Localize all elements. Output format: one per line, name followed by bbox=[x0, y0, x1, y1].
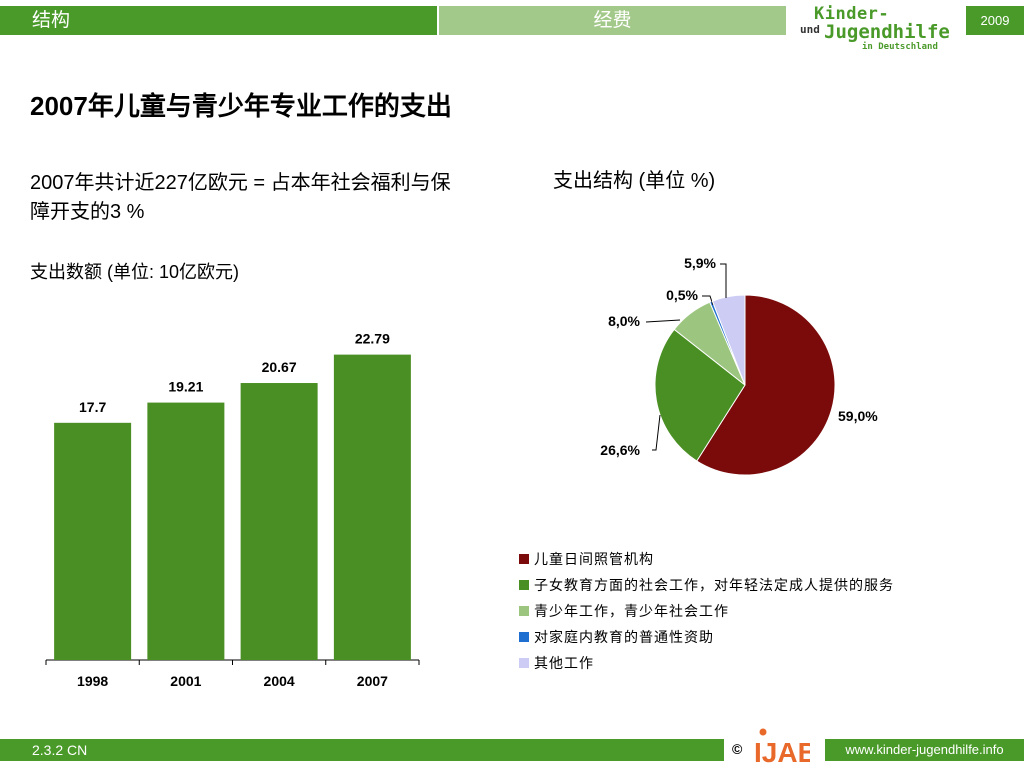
legend-swatch bbox=[519, 554, 529, 564]
x-tick-label: 1998 bbox=[77, 673, 108, 689]
pie-chart-title: 支出结构 (单位 %) bbox=[553, 170, 716, 192]
bar-2004 bbox=[240, 383, 318, 660]
legend-item: 对家庭内教育的普通性资助 bbox=[519, 624, 894, 650]
pie-slice-label: 59,0% bbox=[838, 408, 878, 424]
pie-slice-0 bbox=[696, 294, 836, 476]
pie-chart: 59,0% 26,6% 8,0% 0,5% 5,9% bbox=[600, 255, 878, 476]
ijab-logo-dot bbox=[759, 728, 767, 736]
pie-leader-line bbox=[702, 295, 714, 306]
logo-line2: Jugendhilfe bbox=[824, 21, 950, 43]
legend-item: 子女教育方面的社会工作，对年轻法定成人提供的服务 bbox=[519, 572, 894, 598]
pie-slice-1 bbox=[654, 328, 746, 462]
pie-slice-label: 5,9% bbox=[684, 255, 716, 271]
legend-label: 子女教育方面的社会工作，对年轻法定成人提供的服务 bbox=[534, 577, 894, 593]
logo-und: und bbox=[800, 23, 820, 36]
bar-value-label: 19.21 bbox=[168, 379, 203, 395]
bar-value-label: 22.79 bbox=[355, 331, 390, 347]
legend-swatch bbox=[519, 658, 529, 668]
pie-leader-line bbox=[645, 319, 681, 323]
copyright-symbol: © bbox=[732, 741, 743, 757]
kinder-jugendhilfe-logo[interactable]: Kinder- und Jugendhilfe in Deutschland bbox=[800, 4, 960, 54]
pie-slice-label: 26,6% bbox=[600, 442, 640, 458]
x-tick-label: 2001 bbox=[170, 673, 201, 689]
ijab-logo[interactable]: IJAB bbox=[752, 726, 810, 766]
bar-1998 bbox=[54, 422, 132, 660]
legend-swatch bbox=[519, 580, 529, 590]
legend-swatch bbox=[519, 606, 529, 616]
page-title: 2007年儿童与青少年专业工作的支出 bbox=[30, 91, 452, 121]
slide-code: 2.3.2 CN bbox=[32, 742, 88, 758]
legend-label: 对家庭内教育的普通性资助 bbox=[534, 629, 714, 645]
year-badge: 2009 bbox=[966, 6, 1024, 35]
x-tick-label: 2004 bbox=[264, 673, 295, 689]
x-tick-label: 2007 bbox=[357, 673, 388, 689]
bar-value-label: 17.7 bbox=[79, 399, 106, 415]
bar-2007 bbox=[333, 354, 411, 660]
legend-item: 青少年工作，青少年社会工作 bbox=[519, 598, 894, 624]
legend-swatch bbox=[519, 632, 529, 642]
legend-label: 儿童日间照管机构 bbox=[534, 551, 654, 567]
legend-item: 儿童日间照管机构 bbox=[519, 546, 894, 572]
legend-item: 其他工作 bbox=[519, 650, 894, 676]
footer-url-link[interactable]: www.kinder-jugendhilfe.info bbox=[825, 739, 1024, 761]
bar-chart-title: 支出数额 (单位: 10亿欧元) bbox=[30, 262, 240, 282]
ijab-logo-text: IJAB bbox=[754, 737, 810, 766]
bar-value-label: 20.67 bbox=[262, 359, 297, 375]
pie-legend: 儿童日间照管机构子女教育方面的社会工作，对年轻法定成人提供的服务 青少年工作，青少… bbox=[519, 546, 894, 676]
tab-structure[interactable]: 结构 bbox=[0, 6, 437, 35]
legend-label: 其他工作 bbox=[534, 655, 594, 671]
bar-chart: 17.7 1998 19.21 2001 20.67 2004 22.79 2007 bbox=[45, 331, 420, 689]
footer-bar bbox=[0, 739, 724, 761]
pie-slice-label: 8,0% bbox=[608, 313, 640, 329]
pie-leader-line bbox=[652, 414, 661, 451]
pie-slice-label: 0,5% bbox=[666, 287, 698, 303]
legend-label: 青少年工作，青少年社会工作 bbox=[534, 603, 729, 619]
pie-leader-line bbox=[720, 263, 727, 298]
tab-funding[interactable]: 经费 bbox=[439, 6, 786, 35]
summary-text: 2007年共计近227亿欧元 = 占本年社会福利与保障开支的3 % bbox=[30, 172, 451, 223]
logo-line3: in Deutschland bbox=[862, 42, 938, 52]
bar-2001 bbox=[147, 402, 225, 660]
pie-slice-4 bbox=[711, 294, 746, 386]
logo-line1: Kinder- bbox=[814, 4, 890, 24]
